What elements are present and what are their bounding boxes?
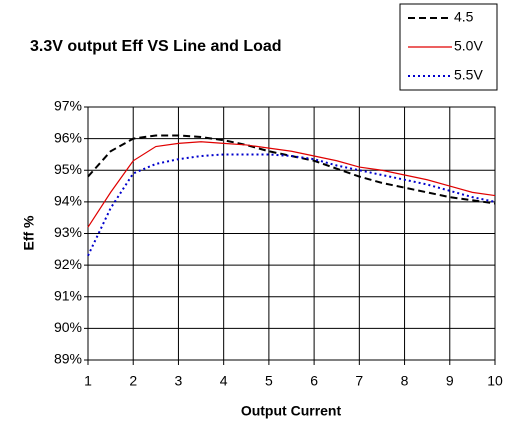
y-tick-label: 89% bbox=[54, 351, 82, 367]
legend-label: 5.5V bbox=[454, 67, 483, 83]
x-tick-label: 1 bbox=[84, 373, 92, 389]
x-tick-label: 3 bbox=[175, 373, 183, 389]
x-tick-label: 2 bbox=[129, 373, 137, 389]
x-tick-label: 10 bbox=[487, 373, 503, 389]
y-tick-label: 94% bbox=[54, 193, 82, 209]
line-series bbox=[87, 153, 496, 257]
x-tick-label: 8 bbox=[401, 373, 409, 389]
y-tick-label: 91% bbox=[54, 287, 82, 303]
y-tick-label: 92% bbox=[54, 256, 82, 272]
y-tick-label: 95% bbox=[54, 161, 82, 177]
y-axis-label: Eff % bbox=[21, 215, 37, 251]
y-tick-label: 93% bbox=[54, 224, 82, 240]
legend-label: 4.5 bbox=[454, 9, 474, 25]
y-tick-label: 97% bbox=[54, 98, 82, 114]
x-tick-label: 4 bbox=[220, 373, 228, 389]
x-axis-label: Output Current bbox=[241, 403, 342, 419]
line-series bbox=[87, 141, 496, 228]
x-tick-label: 9 bbox=[446, 373, 454, 389]
x-tick-label: 7 bbox=[355, 373, 363, 389]
legend-label: 5.0V bbox=[454, 38, 483, 54]
y-tick-label: 90% bbox=[54, 319, 82, 335]
x-tick-label: 5 bbox=[265, 373, 273, 389]
plot-frame bbox=[87, 106, 496, 361]
y-tick-label: 96% bbox=[54, 129, 82, 145]
x-tick-label: 6 bbox=[310, 373, 318, 389]
chart-title: 3.3V output Eff VS Line and Load bbox=[30, 38, 282, 55]
